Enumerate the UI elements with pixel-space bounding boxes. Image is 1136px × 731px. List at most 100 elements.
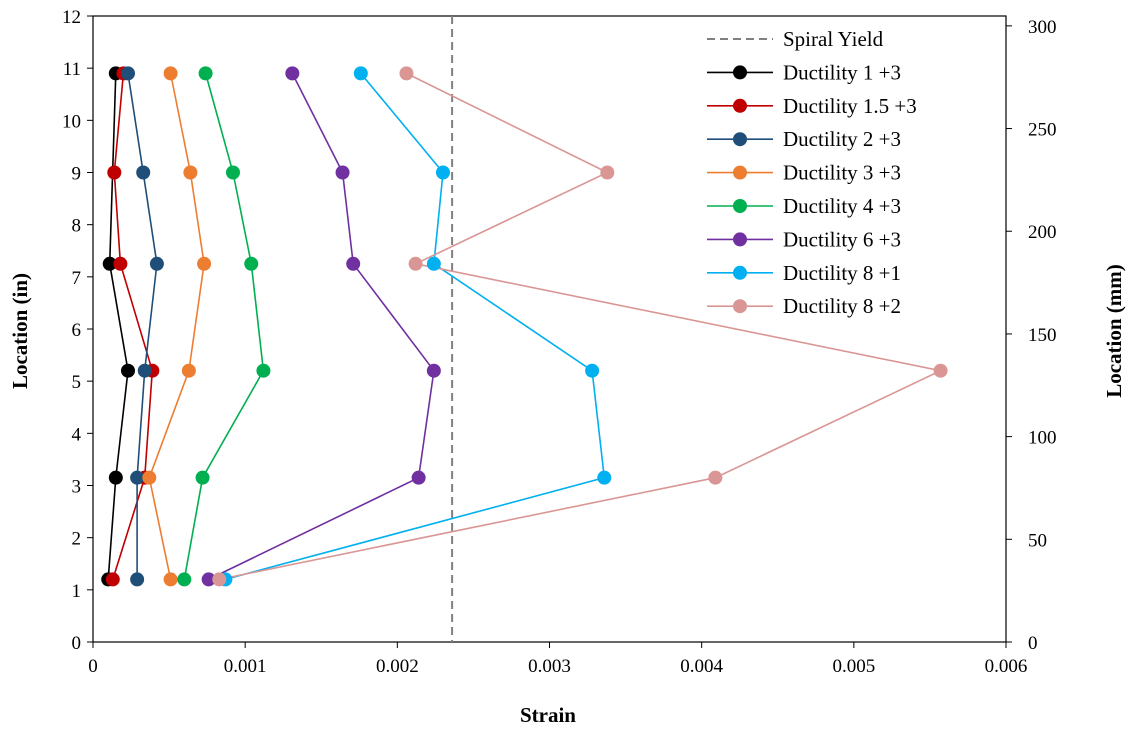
data-point bbox=[335, 165, 350, 180]
legend: Spiral Yield Ductility 1 +3 Ductility 1.5 … bbox=[707, 27, 917, 318]
data-point bbox=[212, 572, 227, 587]
x-tick-label: 0 bbox=[88, 656, 98, 677]
data-point bbox=[285, 66, 300, 81]
y-tick-label: 9 bbox=[72, 164, 82, 185]
y2-tick-label: 150 bbox=[1028, 325, 1057, 346]
data-point bbox=[102, 256, 117, 271]
legend-label: Ductility 2 +3 bbox=[783, 127, 901, 151]
series-layer bbox=[101, 66, 948, 587]
legend-label: Ductility 8 +1 bbox=[783, 261, 901, 285]
data-point bbox=[408, 256, 423, 271]
data-point bbox=[105, 572, 120, 587]
x-tick-label: 0.002 bbox=[376, 656, 419, 677]
y-axis-title: Location (in) bbox=[8, 273, 32, 389]
data-point bbox=[426, 256, 441, 271]
legend-label: Spiral Yield bbox=[783, 27, 884, 51]
data-point bbox=[708, 470, 723, 485]
y-tick-label: 10 bbox=[62, 111, 81, 132]
data-point bbox=[225, 165, 240, 180]
y-tick-label: 6 bbox=[72, 320, 82, 341]
data-point bbox=[120, 363, 135, 378]
series-line bbox=[219, 72, 944, 581]
data-point bbox=[399, 66, 414, 81]
x-tick-label: 0.001 bbox=[224, 656, 267, 677]
data-point bbox=[177, 572, 192, 587]
series-line bbox=[208, 73, 435, 581]
plot-area bbox=[92, 15, 1007, 643]
y2-tick-label: 100 bbox=[1028, 428, 1057, 449]
legend-label: Ductility 6 +3 bbox=[783, 227, 901, 251]
x-tick-label: 0.006 bbox=[985, 656, 1028, 677]
data-point bbox=[163, 572, 178, 587]
data-point bbox=[120, 66, 135, 81]
series-line bbox=[183, 73, 265, 580]
data-point bbox=[426, 363, 441, 378]
x-tick-label: 0.005 bbox=[832, 656, 875, 677]
data-point bbox=[163, 66, 178, 81]
y2-axis-title: Location (mm) bbox=[1102, 264, 1126, 398]
data-point bbox=[136, 165, 151, 180]
data-point bbox=[346, 256, 361, 271]
axes-layer: 0 0.001 0.002 0.003 0.004 0.005 0.006012345678… bbox=[62, 7, 1057, 677]
y-tick-label: 1 bbox=[72, 581, 82, 602]
data-point bbox=[353, 66, 368, 81]
y-tick-label: 7 bbox=[72, 268, 82, 289]
y-tick-label: 5 bbox=[72, 372, 82, 393]
series-line bbox=[225, 72, 606, 581]
y-tick-label: 3 bbox=[72, 477, 82, 498]
data-point bbox=[113, 256, 128, 271]
data-point bbox=[183, 165, 198, 180]
y-tick-label: 12 bbox=[62, 7, 81, 28]
data-point bbox=[195, 470, 210, 485]
x-tick-label: 0.004 bbox=[680, 656, 723, 677]
legend-label: Ductility 4 +3 bbox=[783, 194, 901, 218]
legend-swatch-marker bbox=[733, 299, 747, 314]
y2-tick-label: 50 bbox=[1028, 530, 1047, 551]
legend-swatch-marker bbox=[733, 98, 747, 113]
data-point bbox=[149, 256, 164, 271]
data-point bbox=[197, 256, 212, 271]
y2-tick-label: 200 bbox=[1028, 222, 1057, 243]
series-line bbox=[127, 73, 158, 580]
y-tick-label: 2 bbox=[72, 529, 82, 550]
y-tick-label: 4 bbox=[72, 424, 82, 445]
data-point bbox=[137, 363, 152, 378]
data-point bbox=[130, 572, 145, 587]
y2-tick-label: 250 bbox=[1028, 120, 1057, 141]
y-tick-label: 11 bbox=[63, 59, 81, 80]
x-tick-label: 0.003 bbox=[528, 656, 571, 677]
data-point bbox=[244, 256, 259, 271]
data-point bbox=[107, 165, 122, 180]
data-point bbox=[201, 572, 216, 587]
y-tick-label: 8 bbox=[72, 216, 82, 237]
data-point bbox=[198, 66, 213, 81]
legend-label: Ductility 8 +2 bbox=[783, 294, 901, 318]
legend-label: Ductility 1.5 +3 bbox=[783, 94, 917, 118]
y2-tick-label: 300 bbox=[1028, 17, 1057, 38]
legend-swatch-marker bbox=[733, 232, 747, 247]
plot-border bbox=[92, 15, 1007, 643]
data-point bbox=[933, 363, 948, 378]
data-point bbox=[130, 470, 145, 485]
data-point bbox=[181, 363, 196, 378]
data-point bbox=[597, 470, 612, 485]
series-line bbox=[112, 73, 154, 580]
data-point bbox=[142, 470, 157, 485]
data-point bbox=[435, 165, 450, 180]
data-point bbox=[108, 470, 123, 485]
data-point bbox=[600, 165, 615, 180]
y2-tick-label: 0 bbox=[1028, 633, 1038, 654]
legend-label: Ductility 1 +3 bbox=[783, 60, 901, 84]
data-point bbox=[585, 363, 600, 378]
legend-swatch-marker bbox=[733, 132, 747, 147]
data-point bbox=[411, 470, 426, 485]
y-tick-label: 0 bbox=[72, 633, 82, 654]
x-axis-title: Strain bbox=[520, 703, 576, 727]
legend-swatch-marker bbox=[733, 265, 747, 280]
legend-label: Ductility 3 +3 bbox=[783, 161, 901, 185]
legend-swatch-marker bbox=[733, 199, 747, 213]
legend-swatch-marker bbox=[733, 165, 747, 180]
series-line bbox=[148, 73, 205, 580]
